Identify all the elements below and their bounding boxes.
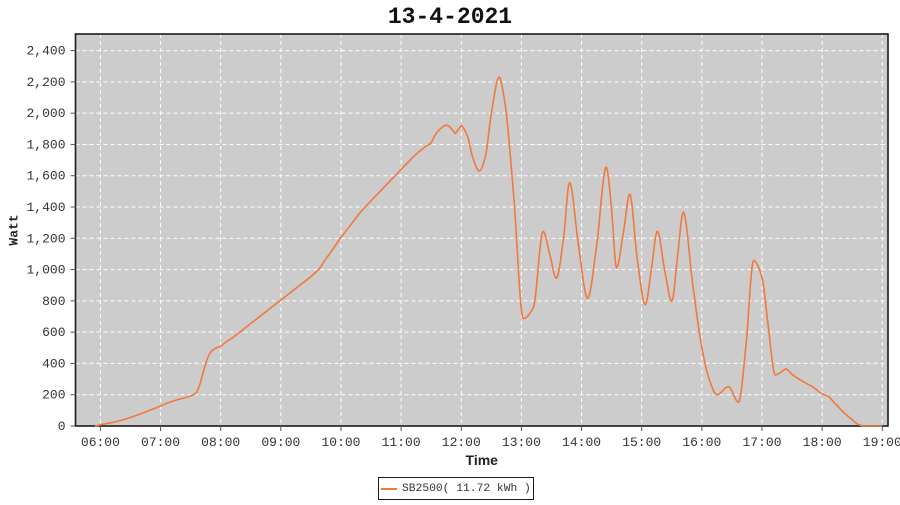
svg-text:14:00: 14:00 (562, 435, 601, 450)
svg-text:2,400: 2,400 (26, 44, 65, 59)
svg-text:19:00: 19:00 (863, 435, 900, 450)
svg-text:10:00: 10:00 (321, 435, 360, 450)
svg-text:2,200: 2,200 (26, 75, 65, 90)
svg-text:600: 600 (42, 325, 65, 340)
svg-text:1,800: 1,800 (26, 137, 65, 152)
svg-text:1,200: 1,200 (26, 231, 65, 246)
svg-text:08:00: 08:00 (201, 435, 240, 450)
svg-text:17:00: 17:00 (743, 435, 782, 450)
svg-text:1,600: 1,600 (26, 169, 65, 184)
svg-text:15:00: 15:00 (622, 435, 661, 450)
svg-text:11:00: 11:00 (382, 435, 421, 450)
svg-text:0: 0 (58, 419, 66, 434)
svg-text:16:00: 16:00 (682, 435, 721, 450)
svg-text:07:00: 07:00 (141, 435, 180, 450)
svg-text:2,000: 2,000 (26, 106, 65, 121)
svg-text:13:00: 13:00 (502, 435, 541, 450)
svg-text:1,000: 1,000 (26, 263, 65, 278)
svg-text:400: 400 (42, 356, 65, 371)
svg-text:12:00: 12:00 (442, 435, 481, 450)
svg-text:800: 800 (42, 294, 65, 309)
svg-text:09:00: 09:00 (261, 435, 300, 450)
svg-text:200: 200 (42, 388, 65, 403)
svg-text:1,400: 1,400 (26, 200, 65, 215)
svg-text:06:00: 06:00 (81, 435, 120, 450)
svg-text:18:00: 18:00 (803, 435, 842, 450)
